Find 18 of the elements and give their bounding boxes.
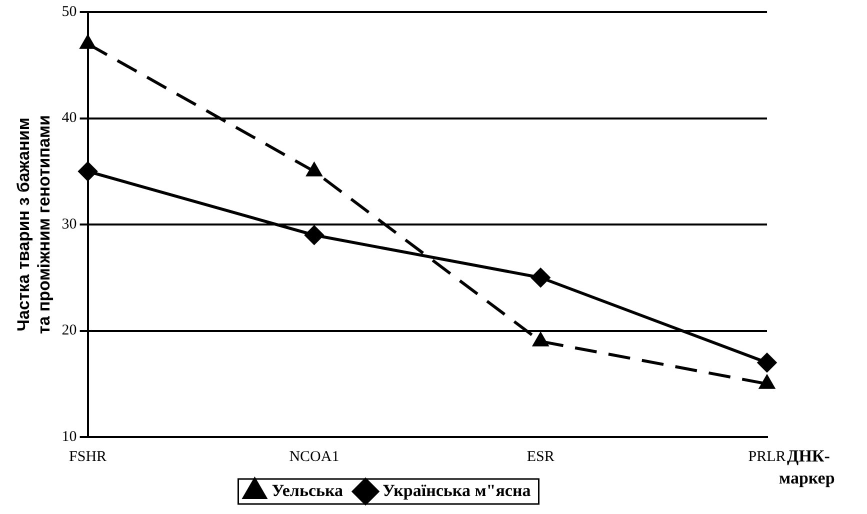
point	[531, 268, 550, 288]
point	[80, 35, 96, 49]
x-tick-label: PRLR	[748, 448, 786, 465]
x-tick-label: ESR	[526, 448, 554, 465]
x-tick-label: FSHR	[69, 448, 107, 465]
legend-label: Уельська	[272, 480, 344, 500]
y-tick-label: 10	[62, 428, 77, 445]
point	[78, 162, 98, 181]
legend-label: Українська м"ясна	[382, 480, 532, 500]
point	[758, 353, 776, 372]
y-axis-title: Частка тварин з бажаним та проміжним генотипами	[14, 115, 54, 334]
point	[304, 226, 324, 245]
point	[306, 162, 322, 176]
y-tick-label: 40	[62, 110, 77, 126]
y-tick-label: 30	[62, 216, 77, 232]
x-tick-label: NCOA1	[289, 448, 340, 465]
y-tick-label: 50	[62, 4, 77, 20]
y-tick-label: 20	[62, 322, 77, 339]
